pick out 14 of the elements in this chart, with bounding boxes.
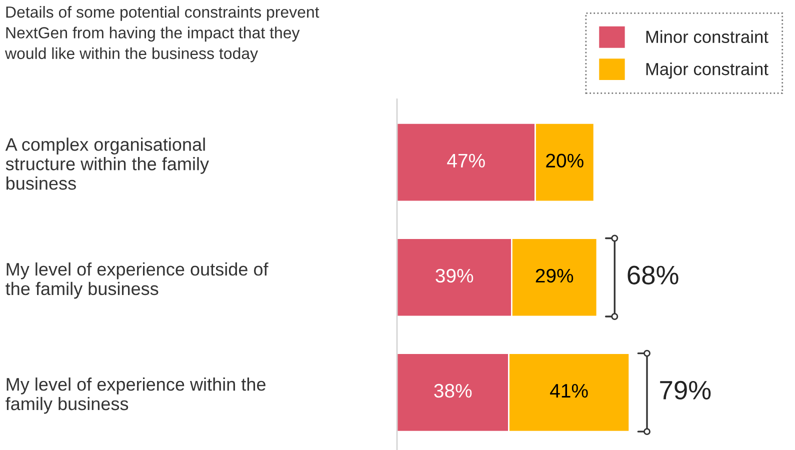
data-label: 29%: [536, 268, 574, 283]
y-tick-label: My level of experience within the family business: [6, 378, 266, 414]
legend-label: Major constraint: [646, 62, 768, 79]
y-tick-label: A complex organisational structure within the family business: [5, 138, 209, 190]
data-label: 20%: [546, 154, 584, 168]
y-tick-label: My level of experience outside of the family business: [6, 262, 268, 299]
data-label: 38%: [434, 384, 472, 398]
total-label: 68%: [628, 266, 678, 284]
data-label: 41%: [550, 384, 588, 398]
legend-label: Minor constraint: [646, 30, 768, 44]
text: Details of some potential constraints prevent NextGen from having the impact that they would like within the business today: [4, 6, 320, 62]
data-label: 39%: [436, 268, 474, 283]
total-label: 79%: [660, 380, 711, 400]
data-label: 47%: [447, 154, 485, 168]
